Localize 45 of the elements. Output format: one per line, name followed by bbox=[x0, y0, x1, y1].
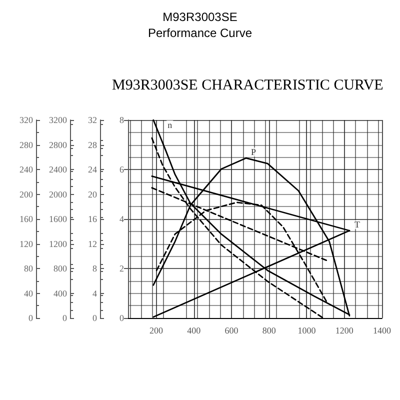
y-tick-label: 8 bbox=[120, 115, 124, 125]
y2-tick-label: 0 bbox=[92, 313, 98, 323]
annotation: n bbox=[168, 120, 173, 130]
text: 0 bbox=[28, 313, 34, 323]
y2-tick-label: 16 bbox=[88, 214, 98, 224]
y2-tick-label: 32 bbox=[88, 115, 97, 125]
text: M93R3003SE CHARACTERISTIC CURVE bbox=[112, 78, 384, 94]
text: 160 bbox=[20, 214, 34, 224]
y3-tick-label: 0 bbox=[62, 313, 68, 323]
x-tick-label: 1400 bbox=[373, 326, 392, 336]
x-tick-label: 600 bbox=[224, 326, 239, 336]
y2-tick-label: 20 bbox=[88, 189, 98, 200]
x-tick-label: 800 bbox=[262, 326, 276, 336]
chart-subtitle: Performance Curve bbox=[148, 26, 252, 40]
x-tick-label: 1200 bbox=[335, 326, 354, 336]
y3-tick-label: 2800 bbox=[49, 140, 68, 150]
y2-tick-label: 28 bbox=[88, 140, 98, 150]
y3-tick-label: 2400 bbox=[49, 164, 68, 174]
x-tick-label: 1000 bbox=[298, 326, 316, 336]
text: 320 bbox=[20, 115, 34, 125]
text: 200 bbox=[20, 189, 34, 200]
y3-tick-label: 800 bbox=[54, 264, 68, 274]
y3-tick-label: 1200 bbox=[49, 238, 68, 249]
annotation: T bbox=[354, 220, 360, 230]
y3-tick-label: 2000 bbox=[49, 189, 68, 200]
y2-tick-label: 12 bbox=[88, 238, 97, 249]
text: 120 bbox=[20, 238, 34, 249]
text: 40 bbox=[24, 288, 34, 298]
x-tick-label: 200 bbox=[149, 326, 164, 336]
y2-tick-label: 24 bbox=[88, 164, 98, 174]
y3-tick-label: 400 bbox=[54, 288, 68, 298]
annotation: P bbox=[250, 147, 256, 158]
text: 80 bbox=[24, 264, 34, 274]
y-tick-label: 4 bbox=[120, 214, 124, 224]
y3-tick-label: 3200 bbox=[49, 115, 68, 125]
y-tick-label: 6 bbox=[120, 164, 124, 174]
chart-title: M93R3003SE bbox=[162, 10, 238, 24]
y2-tick-label: 4 bbox=[92, 288, 98, 298]
y-tick-label: 0 bbox=[120, 313, 124, 323]
x-tick-label: 400 bbox=[187, 326, 202, 336]
y2-tick-label: 8 bbox=[92, 264, 98, 274]
text: 240 bbox=[20, 164, 34, 174]
text: 280 bbox=[20, 140, 34, 150]
y-tick-label: 2 bbox=[120, 264, 124, 274]
y3-tick-label: 1600 bbox=[49, 214, 68, 224]
